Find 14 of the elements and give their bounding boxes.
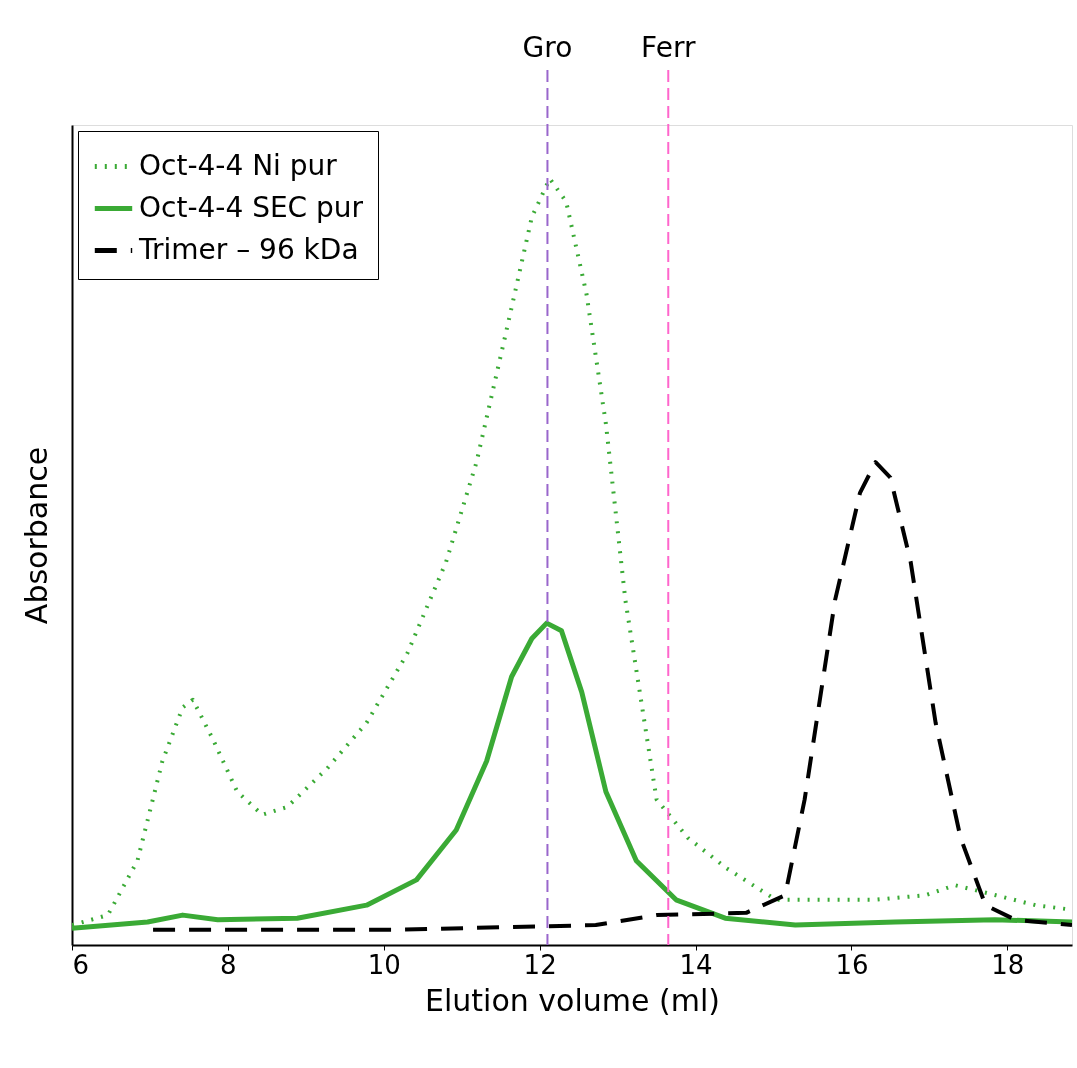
x-tick-label: 10 [367,949,401,980]
x-tick-label: 12 [523,949,557,980]
x-tick-label: 16 [835,949,869,980]
legend-label: Trimer – 96 kDa [138,232,359,266]
legend-label: Oct-4-4 SEC pur [139,190,364,224]
ref-line-label: Gro [522,31,573,64]
y-axis-title: Absorbance [18,446,54,625]
x-tick-label: 18 [991,949,1025,980]
legend-label: Oct-4-4 Ni pur [139,148,338,182]
x-tick-label: 14 [679,949,713,980]
x-tick-label: 8 [220,949,237,980]
ref-line-label: Ferr [641,31,696,64]
x-axis-title: Elution volume (ml) [425,982,720,1018]
x-tick-label: 6 [72,949,90,980]
